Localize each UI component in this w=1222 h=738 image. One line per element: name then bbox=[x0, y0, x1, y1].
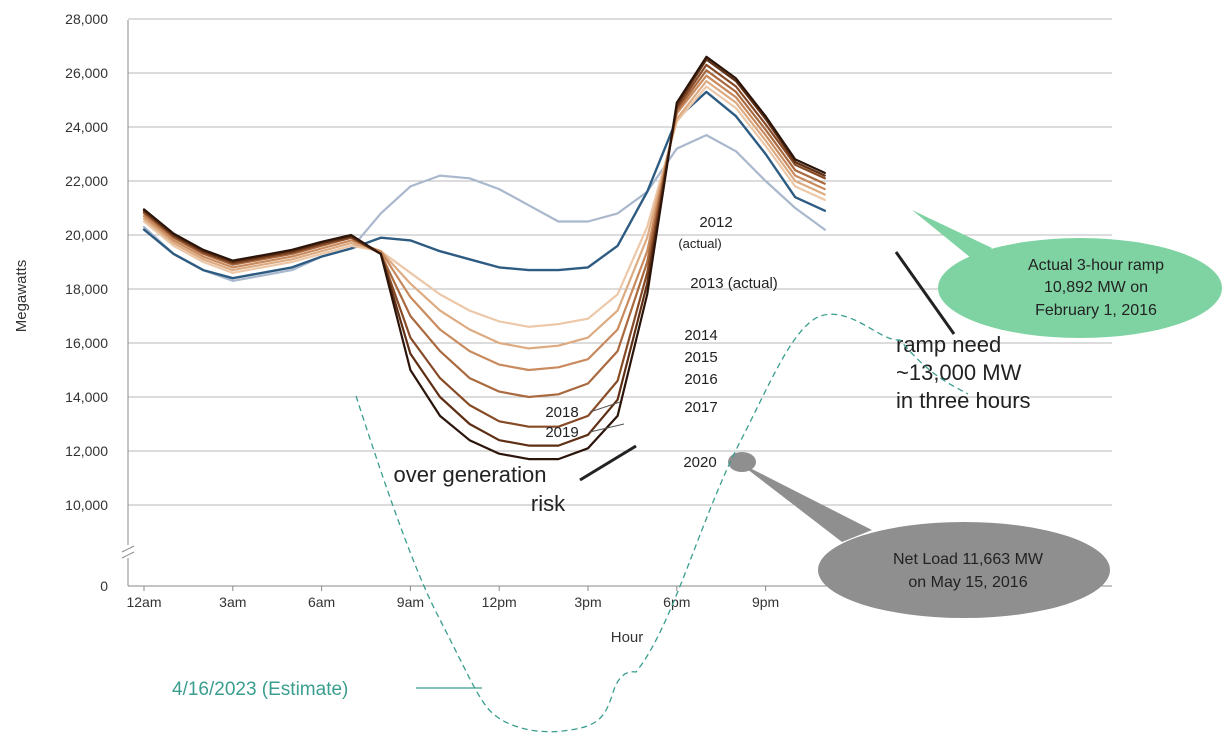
over-generation-label-2: risk bbox=[531, 491, 566, 516]
green-callout-line-2: 10,892 MW on bbox=[1044, 279, 1148, 296]
x-tick-label-6pm: 6pm bbox=[663, 594, 690, 610]
series-label-2017: 2017 bbox=[684, 399, 717, 416]
y-tick-label-10000: 10,000 bbox=[65, 497, 108, 513]
y-tick-label-14000: 14,000 bbox=[65, 389, 108, 405]
y-tick-label-18000: 18,000 bbox=[65, 281, 108, 297]
y-axis-break-mark-1 bbox=[121, 545, 135, 553]
series-lines bbox=[142, 55, 826, 461]
grey-callout-line-2: on May 15, 2016 bbox=[908, 574, 1027, 591]
series-line-2017 bbox=[142, 69, 826, 399]
x-tick-label-6am: 6am bbox=[308, 594, 335, 610]
grey-callout-pointer bbox=[738, 462, 872, 542]
leader-2018 bbox=[589, 401, 621, 413]
ramp-need-label-3: in three hours bbox=[896, 388, 1031, 413]
y-axis: 0 10,000 12,000 14,000 16,000 18,000 20,000 22,… bbox=[65, 11, 135, 594]
y-tick-label-0: 0 bbox=[100, 578, 108, 594]
series-line-2019 bbox=[142, 58, 826, 447]
over-generation-arrow bbox=[579, 444, 637, 482]
over-generation-label-1: over generation bbox=[394, 462, 547, 487]
series-label-2012-sub: (actual) bbox=[678, 236, 721, 251]
series-label-2014: 2014 bbox=[684, 327, 717, 344]
x-tick-label-9am: 9am bbox=[397, 594, 424, 610]
series-line-2016 bbox=[142, 74, 826, 372]
series-line-2012 bbox=[142, 134, 826, 282]
green-callout-line-3: February 1, 2016 bbox=[1035, 302, 1157, 319]
y-tick-label-22000: 22,000 bbox=[65, 173, 108, 189]
ramp-need-arrow bbox=[894, 251, 956, 335]
series-line-2020 bbox=[142, 55, 826, 461]
x-tick-label-3am: 3am bbox=[219, 594, 246, 610]
grey-callout: Net Load 11,663 MW on May 15, 2016 bbox=[728, 452, 1110, 618]
leader-2019 bbox=[589, 423, 625, 433]
series-label-2019: 2019 bbox=[545, 424, 578, 441]
grey-callout-marker bbox=[728, 452, 756, 472]
grey-callout-bubble bbox=[818, 522, 1110, 618]
y-tick-label-16000: 16,000 bbox=[65, 335, 108, 351]
series-label-2012: 2012 bbox=[699, 214, 732, 231]
x-tick-label-12pm: 12pm bbox=[482, 594, 517, 610]
x-axis-title: Hour bbox=[611, 629, 644, 646]
ramp-need-label-1: ramp need bbox=[896, 332, 1001, 357]
series-label-2015: 2015 bbox=[684, 349, 717, 366]
series-label-2020: 2020 bbox=[683, 454, 716, 471]
green-callout-line-1: Actual 3-hour ramp bbox=[1028, 257, 1164, 274]
y-tick-label-28000: 28,000 bbox=[65, 11, 108, 27]
y-tick-label-24000: 24,000 bbox=[65, 119, 108, 135]
x-tick-label-9pm: 9pm bbox=[752, 594, 779, 610]
y-axis-break-mark-2 bbox=[121, 551, 135, 559]
grey-callout-line-1: Net Load 11,663 MW bbox=[893, 551, 1044, 568]
y-tick-label-12000: 12,000 bbox=[65, 443, 108, 459]
ramp-need-label-2: ~13,000 MW bbox=[896, 360, 1022, 385]
green-callout-shape bbox=[912, 210, 992, 262]
y-tick-label-26000: 26,000 bbox=[65, 65, 108, 81]
series-line-2014 bbox=[142, 85, 826, 328]
series-label-2018: 2018 bbox=[545, 404, 578, 421]
series-line-2018 bbox=[142, 63, 826, 428]
x-tick-label-12am: 12am bbox=[126, 594, 161, 610]
x-tick-label-3pm: 3pm bbox=[574, 594, 601, 610]
green-callout: Actual 3-hour ramp 10,892 MW on February… bbox=[912, 210, 1222, 338]
series-line-2015 bbox=[142, 80, 826, 350]
y-tick-label-20000: 20,000 bbox=[65, 227, 108, 243]
y-axis-title: Megawatts bbox=[13, 260, 30, 333]
green-callout-bubble bbox=[938, 238, 1222, 338]
series-line-2013 bbox=[142, 90, 826, 280]
estimate-label: 4/16/2023 (Estimate) bbox=[172, 679, 348, 700]
series-label-2016: 2016 bbox=[684, 371, 717, 388]
series-label-2013: 2013 (actual) bbox=[690, 275, 778, 292]
estimate-curve bbox=[355, 313, 969, 733]
